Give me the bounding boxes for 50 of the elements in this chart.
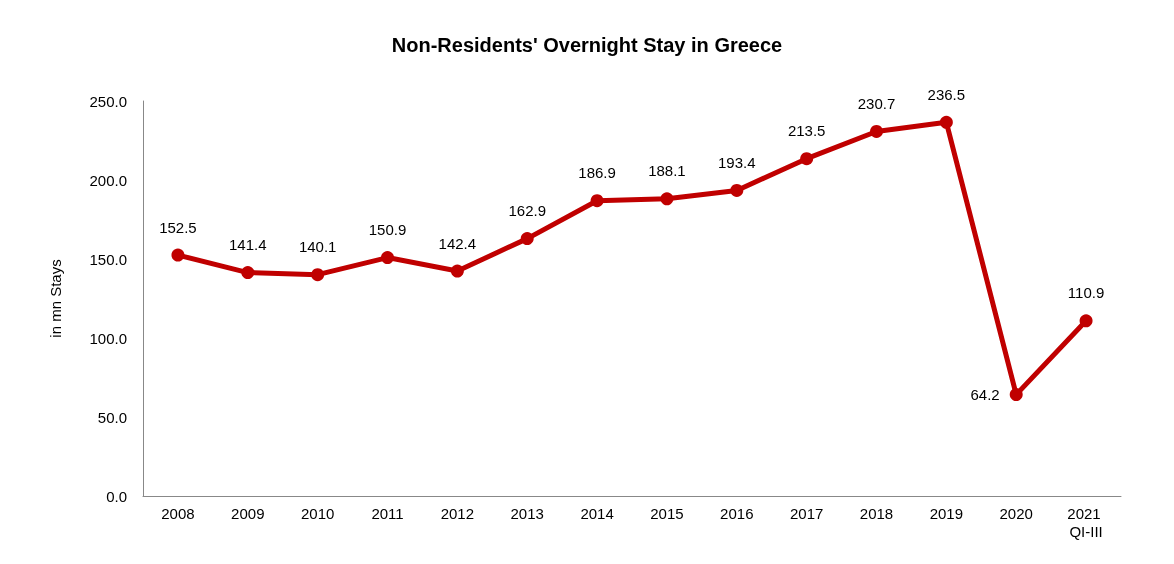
x-tick-label: 2014: [580, 504, 614, 522]
point: [590, 194, 604, 208]
x-tick-label: 2008: [161, 504, 195, 522]
data-label: 110.9: [1067, 284, 1105, 302]
x-tick-label: 2018: [859, 504, 894, 522]
point: [311, 268, 325, 282]
data-label: 236.5: [927, 85, 966, 103]
y-tick-label: 150.0: [89, 250, 127, 268]
point: [800, 152, 814, 166]
point: [939, 115, 953, 129]
data-label: 150.9: [368, 221, 407, 239]
y-tick-label: 50.0: [97, 408, 127, 426]
x-tick-label: 2016: [720, 504, 754, 522]
y-tick-label: 0.0: [106, 487, 127, 505]
data-label: 230.7: [857, 94, 896, 112]
data-label: 162.9: [508, 202, 546, 220]
data-label: 186.9: [578, 164, 616, 182]
point: [241, 266, 255, 280]
y-tick-label: 250.0: [89, 92, 127, 110]
chart-title: Non-Residents' Overnight Stay in Greece: [391, 34, 783, 56]
y-tick-label: 200.0: [89, 171, 127, 189]
point: [520, 232, 534, 246]
data-label: 213.5: [787, 122, 826, 140]
x-tick-label: 2012: [440, 504, 475, 522]
data-label: 152.5: [159, 218, 197, 236]
point: [450, 264, 464, 278]
point: [1079, 314, 1093, 328]
x-tick-label: 2021 QI-III: [1067, 504, 1105, 540]
x-tick-label: 2009: [231, 504, 265, 522]
point: [171, 248, 185, 262]
x-tick-label: 2010: [300, 504, 335, 522]
data-label: 64.2: [970, 386, 1000, 404]
y-tick-label: 100.0: [89, 329, 127, 347]
point: [870, 125, 883, 138]
point: [730, 183, 744, 197]
x-tick-label: 2020: [999, 504, 1033, 522]
data-label: 141.4: [229, 236, 267, 254]
x-tick-label: 2013: [510, 504, 544, 522]
data-label: 140.1: [298, 238, 337, 256]
y-axis-title: in mn Stays: [47, 259, 64, 338]
x-tick-label: 2011: [371, 504, 404, 522]
data-label: 188.1: [648, 162, 686, 180]
x-tick-label: 2017: [789, 504, 824, 522]
data-label: 142.4: [438, 234, 477, 252]
point: [1009, 388, 1023, 402]
x-tick-label: 2015: [650, 504, 684, 522]
x-tick-label: 2019: [929, 504, 964, 522]
point: [660, 192, 674, 206]
data-label: 193.4: [718, 153, 756, 171]
point: [381, 251, 394, 265]
